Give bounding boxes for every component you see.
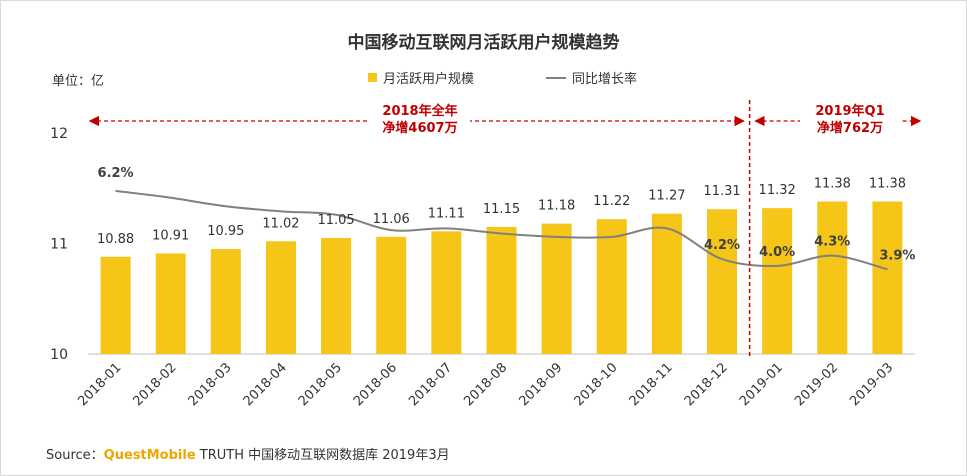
bar-value-label: 10.91	[152, 228, 189, 243]
bar-2018-09	[541, 223, 572, 354]
bar-value-label: 11.11	[428, 206, 465, 221]
annotation-2019q1-line1: 2019年Q1	[815, 104, 885, 119]
bar-2018-10	[596, 219, 627, 354]
x-tick-label: 2018-08	[461, 360, 510, 409]
legend-bar: 月活跃用户规模	[368, 68, 474, 87]
source-prefix: Source：	[46, 448, 104, 463]
bar-value-label: 11.02	[262, 216, 299, 231]
legend-line-swatch	[546, 76, 566, 79]
y-tick-label: 10	[50, 347, 68, 363]
x-tick-label: 2018-06	[351, 360, 400, 409]
chart-title: 中国移动互联网月活跃用户规模趋势	[347, 33, 620, 53]
bar-2018-11	[651, 213, 682, 354]
x-tick-label: 2019-02	[792, 360, 841, 409]
bar-value-label: 11.38	[814, 177, 851, 192]
annotation-2019q1-line2: 净增762万	[816, 121, 884, 136]
bar-value-label: 10.88	[97, 232, 134, 247]
bar-value-label: 11.05	[317, 213, 354, 228]
bar-2018-02	[155, 253, 186, 354]
bar-value-label: 11.22	[593, 194, 630, 209]
x-tick-label: 2018-04	[241, 360, 290, 409]
legend-bar-label: 月活跃用户规模	[383, 72, 475, 87]
annotation-2018-line1: 2018年全年	[382, 104, 458, 119]
x-tick-label: 2018-09	[516, 360, 565, 409]
bar-value-label: 11.27	[648, 189, 685, 204]
bar-2018-01	[100, 256, 131, 354]
x-tick-label: 2018-02	[131, 360, 180, 409]
x-tick-label: 2018-11	[627, 360, 676, 409]
bar-2018-06	[376, 236, 407, 354]
growth-rate-line	[115, 189, 888, 271]
annotation-2019q1: 2019年Q1 净增762万	[800, 103, 900, 137]
annotation-2018-line2: 净增4607万	[382, 121, 458, 136]
bar-2019-01	[762, 208, 793, 354]
source-note: Source：QuestMobile TRUTH 中国移动互联网数据库 2019…	[46, 444, 450, 463]
x-tick-label: 2019-03	[847, 360, 896, 409]
bar-2018-12	[707, 209, 738, 354]
x-tick-label: 2018-12	[682, 360, 731, 409]
bar-2018-03	[210, 249, 241, 354]
bar-value-label: 11.15	[483, 202, 520, 217]
legend-bar-swatch	[368, 73, 377, 82]
bar-value-label: 10.95	[207, 224, 244, 239]
unit-label: 单位：亿	[52, 74, 105, 89]
bar-value-label: 11.31	[703, 184, 740, 199]
x-tick-label: 2018-07	[406, 360, 455, 409]
bar-value-label: 11.38	[869, 177, 906, 192]
rate-label: 4.2%	[704, 238, 740, 253]
bar-value-label: 11.06	[373, 212, 410, 227]
bar-value-label: 11.32	[759, 183, 796, 198]
rate-label: 4.3%	[814, 235, 850, 250]
bar-2019-02	[817, 201, 848, 354]
rate-label: 6.2%	[98, 166, 134, 181]
x-tick-label: 2019-01	[737, 360, 786, 409]
bar-2018-04	[265, 241, 296, 354]
y-tick-label: 11	[50, 237, 68, 253]
source-rest: TRUTH 中国移动互联网数据库 2019年3月	[195, 448, 450, 463]
bar-2018-07	[431, 231, 462, 354]
legend-line: 同比增长率	[546, 68, 637, 87]
source-brand: QuestMobile	[103, 448, 196, 463]
bar-2019-03	[872, 201, 903, 354]
x-tick-label: 2018-05	[296, 360, 345, 409]
legend-line-label: 同比增长率	[572, 72, 638, 87]
y-tick-label: 12	[50, 126, 68, 142]
x-tick-label: 2018-01	[75, 360, 124, 409]
bar-2018-08	[486, 226, 517, 354]
rate-label: 4.0%	[759, 245, 795, 260]
bar-2018-05	[321, 237, 352, 354]
bar-value-label: 11.18	[538, 199, 575, 214]
rate-label: 3.9%	[879, 248, 915, 263]
x-tick-label: 2018-03	[186, 360, 235, 409]
x-tick-label: 2018-10	[572, 360, 621, 409]
annotation-2018: 2018年全年 净增4607万	[370, 103, 470, 137]
